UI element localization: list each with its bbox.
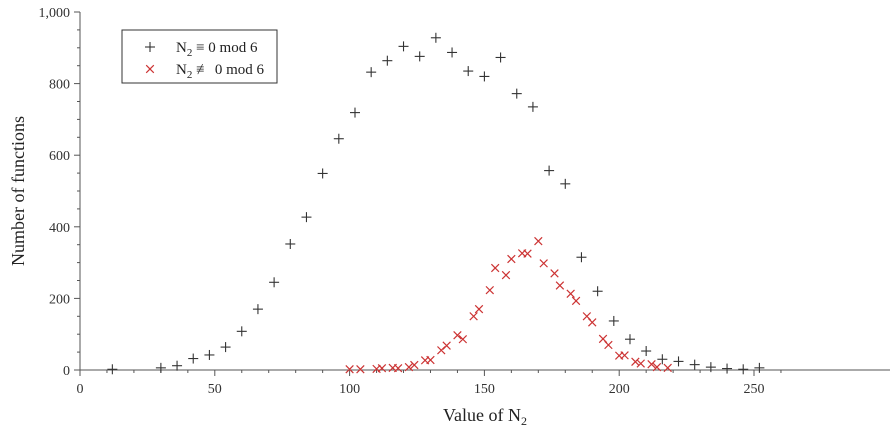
data-point	[442, 341, 451, 350]
legend-label: N2 ≢ 0 mod 6	[176, 62, 265, 81]
data-point	[447, 47, 458, 58]
data-point	[404, 362, 414, 372]
data-point	[430, 32, 441, 43]
data-point	[631, 357, 640, 366]
y-tick-label: 1,000	[39, 6, 71, 21]
data-point	[458, 334, 468, 344]
data-point	[490, 263, 500, 273]
data-point	[663, 363, 672, 373]
data-marks	[107, 32, 765, 375]
data-point	[301, 212, 312, 223]
data-point	[604, 340, 613, 350]
series-2	[345, 236, 672, 374]
y-tick-label: 400	[49, 221, 70, 236]
data-point	[689, 359, 700, 370]
data-point	[485, 285, 495, 295]
data-point	[469, 312, 478, 321]
data-point	[236, 326, 247, 337]
data-point	[172, 360, 183, 371]
data-point	[474, 304, 484, 314]
data-point	[345, 365, 354, 374]
data-point	[534, 236, 543, 246]
data-point	[588, 318, 597, 327]
data-point	[317, 168, 328, 179]
data-point	[377, 363, 387, 373]
data-point	[527, 101, 538, 112]
data-point	[523, 249, 532, 258]
data-point	[647, 360, 656, 369]
data-point	[426, 355, 435, 365]
data-point	[463, 66, 474, 77]
y-ticks: 0 200 400 600 800 1,000	[39, 6, 80, 379]
data-point	[754, 362, 765, 373]
legend-marker	[145, 64, 155, 74]
data-point	[608, 315, 619, 326]
data-point	[566, 289, 575, 298]
x-tick-label: 0	[77, 382, 84, 397]
legend-label: N2 ≡ 0 mod 6	[176, 40, 258, 59]
data-point	[592, 286, 603, 297]
x-ticks: 0 50 100 150 200 250	[77, 370, 782, 397]
data-point	[204, 349, 215, 360]
data-point	[155, 362, 166, 373]
data-point	[641, 346, 652, 357]
data-point	[252, 304, 263, 315]
data-point	[652, 362, 662, 372]
data-point	[349, 107, 360, 118]
data-point	[453, 331, 462, 340]
data-point	[624, 334, 635, 345]
x-tick-label: 150	[474, 382, 495, 397]
series-1	[107, 32, 765, 375]
data-point	[393, 363, 403, 373]
data-point	[576, 252, 587, 263]
data-point	[620, 351, 629, 360]
data-point	[657, 354, 668, 365]
data-point	[722, 363, 733, 374]
data-point	[550, 269, 559, 278]
x-tick-label: 50	[208, 382, 222, 397]
data-point	[560, 178, 571, 189]
data-point	[285, 238, 296, 249]
data-point	[414, 51, 425, 62]
data-point	[333, 133, 344, 144]
data-point	[410, 360, 419, 370]
data-point	[220, 342, 231, 353]
data-point	[366, 67, 377, 78]
data-point	[571, 296, 581, 306]
data-point	[382, 55, 393, 66]
y-tick-label: 200	[49, 292, 70, 307]
x-tick-label: 100	[339, 382, 360, 397]
data-point	[738, 364, 749, 375]
y-tick-label: 0	[63, 364, 70, 379]
data-point	[269, 277, 280, 288]
data-point	[636, 359, 645, 368]
data-point	[555, 281, 565, 290]
data-point	[398, 41, 409, 52]
x-axis-title: Value of N2	[443, 405, 527, 428]
data-point	[479, 71, 490, 82]
data-point	[705, 362, 716, 373]
legend-marker	[145, 42, 155, 52]
data-point	[539, 259, 548, 268]
data-point	[356, 365, 365, 374]
data-point	[495, 52, 506, 63]
data-point	[507, 254, 516, 264]
data-point	[107, 364, 118, 375]
y-axis-title: Number of functions	[8, 116, 28, 266]
data-point	[544, 165, 555, 176]
x-tick-label: 250	[744, 382, 765, 397]
data-point	[511, 88, 522, 99]
data-point	[188, 353, 199, 364]
legend: N2 ≡ 0 mod 6 N2 ≢ 0 mod 6	[121, 29, 278, 84]
data-point	[501, 270, 511, 280]
x-tick-label: 200	[609, 382, 630, 397]
data-point	[673, 356, 684, 367]
y-tick-label: 800	[49, 78, 70, 93]
y-tick-label: 600	[49, 149, 70, 164]
legend-box	[121, 29, 278, 84]
